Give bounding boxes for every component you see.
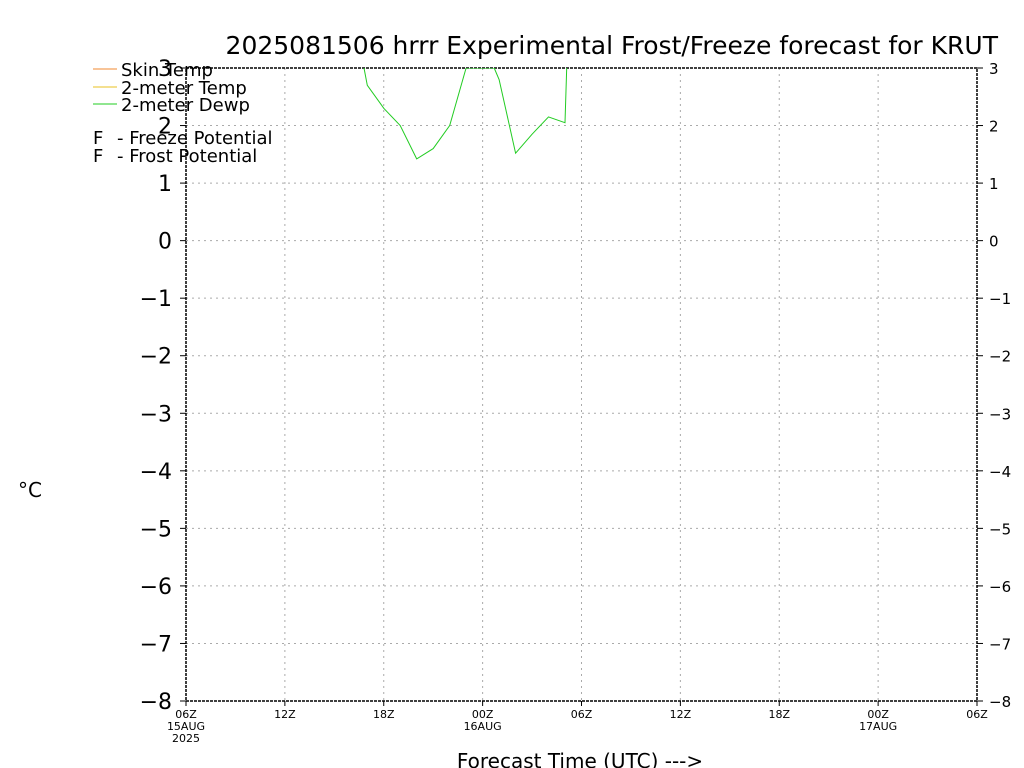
legend-label-2m-temp: 2-meter Temp [121, 78, 247, 99]
x-axis-title: Forecast Time (UTC) ---> [457, 749, 703, 768]
series-lines [363, 68, 568, 160]
x-tick-label: 15AUG [167, 720, 205, 733]
legend-label-2m-dewp: 2-meter Dewp [121, 95, 250, 116]
chart-title: 2025081506 hrrr Experimental Frost/Freez… [226, 31, 999, 60]
x-tick-label: 18Z [768, 708, 790, 721]
y-tick-label: 2 [158, 115, 172, 140]
y-tick-label: 3 [158, 57, 172, 82]
y-tick-label: −8 [140, 690, 172, 715]
y-tick-label: −3 [140, 402, 172, 427]
y-tick-label-right: −6 [989, 578, 1011, 596]
x-tick-label: 06Z [966, 708, 988, 721]
x-tick-label: 17AUG [859, 720, 897, 733]
legend: Skin Temp 2-meter Temp 2-meter Dewp F - … [93, 60, 273, 167]
plot-border [185, 67, 978, 702]
y-axis-unit-label: °C [18, 478, 42, 502]
x-tick-label: 2025 [172, 732, 200, 745]
y-tick-label-right: 0 [989, 233, 999, 251]
y-tick-label-right: −7 [989, 635, 1011, 653]
y-tick-label-right: −3 [989, 405, 1011, 423]
y-tick-label: −5 [140, 517, 172, 542]
x-tick-label: 00Z [472, 708, 494, 721]
legend-freeze-label: - Freeze Potential [117, 128, 273, 149]
y-tick-label: −7 [140, 632, 172, 657]
y-tick-label: −4 [140, 460, 172, 485]
y-tick-label-right: −5 [989, 520, 1011, 538]
y-tick-label-right: −8 [989, 693, 1011, 711]
y-tick-label: −2 [140, 345, 172, 370]
plot-frame [185, 67, 978, 702]
x-tick-label: 06Z [175, 708, 197, 721]
y-tick-label-right: −4 [989, 463, 1011, 481]
grid-lines [186, 68, 977, 701]
y-axis-right: 3 2 1 0 −1 −2 −3 −4 −5 −6 −7 −8 [977, 60, 1011, 711]
y-tick-label: −6 [140, 575, 172, 600]
legend-frost-label: - Frost Potential [117, 146, 257, 167]
y-tick-label-right: −2 [989, 348, 1011, 366]
x-tick-label: 16AUG [464, 720, 502, 733]
y-tick-label: −1 [140, 287, 172, 312]
legend-label-skin-temp: Skin Temp [121, 60, 213, 81]
y-tick-label: 0 [158, 230, 172, 255]
y-axis-left: 3 2 1 0 −1 −2 −3 −4 −5 −6 −7 −8 [140, 57, 186, 715]
legend-freeze-marker: F [93, 128, 103, 149]
y-tick-label: 1 [158, 172, 172, 197]
y-tick-label-right: 3 [989, 60, 999, 78]
x-tick-label: 18Z [373, 708, 395, 721]
y-tick-label-right: −1 [989, 290, 1011, 308]
y-tick-label-right: 2 [989, 118, 999, 136]
x-tick-label: 12Z [274, 708, 296, 721]
x-tick-label: 00Z [867, 708, 889, 721]
y-tick-label-right: 1 [989, 175, 999, 193]
x-tick-label: 06Z [571, 708, 593, 721]
x-tick-label: 12Z [670, 708, 692, 721]
legend-frost-marker: F [93, 146, 103, 167]
series-line-2-meter-dewp [363, 68, 568, 160]
